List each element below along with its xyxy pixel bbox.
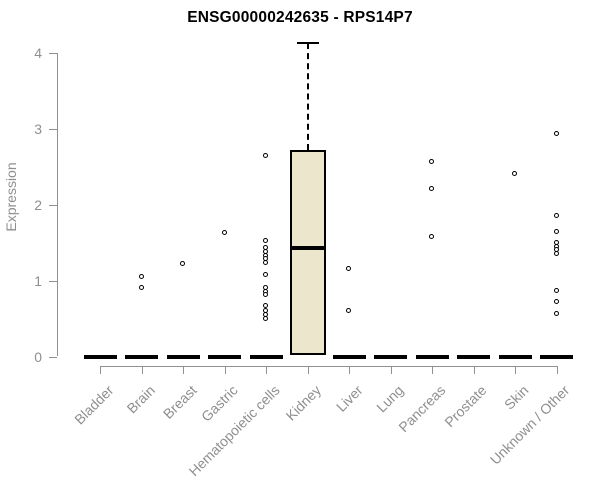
x-tick xyxy=(349,366,350,374)
outlier-point xyxy=(221,229,227,235)
outlier-point xyxy=(512,170,517,176)
outlier-point xyxy=(553,229,559,235)
outlier-point xyxy=(263,152,268,158)
outlier-point xyxy=(553,287,559,293)
whisker-line xyxy=(306,43,309,151)
zero-boxplot-dash xyxy=(249,354,283,359)
x-tick xyxy=(266,366,267,374)
x-tick-label: Liver xyxy=(332,382,366,415)
x-axis-line xyxy=(100,366,558,367)
y-tick-label: 0 xyxy=(34,348,42,365)
x-tick-label: Bladder xyxy=(70,382,117,428)
y-tick xyxy=(49,53,57,55)
zero-boxplot-dash xyxy=(457,354,490,359)
outlier-point xyxy=(180,261,185,267)
y-tick xyxy=(49,204,57,206)
outlier-point xyxy=(263,292,268,298)
x-tick xyxy=(224,366,226,374)
x-tick xyxy=(556,366,558,374)
outlier-point xyxy=(263,284,268,290)
x-tick xyxy=(390,366,392,374)
zero-boxplot-dash xyxy=(125,354,158,359)
x-tick xyxy=(100,366,101,374)
x-tick-label: Prostate xyxy=(441,382,490,431)
outlier-point xyxy=(138,273,144,279)
zero-boxplot-dash xyxy=(498,354,532,359)
x-tick-label: Skin xyxy=(500,382,532,413)
outlier-point xyxy=(346,308,351,314)
zero-boxplot-dash xyxy=(83,354,117,359)
outlier-point xyxy=(553,251,559,257)
zero-boxplot-dash xyxy=(540,354,573,359)
box xyxy=(289,150,326,355)
y-tick xyxy=(49,280,57,282)
x-tick xyxy=(432,366,433,374)
outlier-point xyxy=(429,233,434,239)
zero-boxplot-dash xyxy=(332,354,366,359)
outlier-point xyxy=(553,213,559,219)
x-tick-label: Kidney xyxy=(282,382,324,424)
outlier-point xyxy=(263,271,268,277)
y-tick-label: 2 xyxy=(34,196,42,213)
y-tick-label: 3 xyxy=(34,121,42,138)
y-tick-label: 4 xyxy=(34,45,42,62)
y-tick xyxy=(49,129,57,131)
outlier-point xyxy=(553,130,559,136)
outlier-point xyxy=(138,285,144,291)
zero-boxplot-dash xyxy=(374,354,407,359)
outlier-point xyxy=(263,237,268,243)
y-tick xyxy=(49,356,57,358)
outlier-point xyxy=(429,185,434,191)
outlier-point xyxy=(553,298,559,304)
outlier-point xyxy=(429,158,434,164)
outlier-point xyxy=(263,315,268,321)
outlier-point xyxy=(346,266,351,272)
outlier-point xyxy=(263,302,268,308)
x-tick-label: Lung xyxy=(373,382,407,416)
chart-title: ENSG00000242635 - RPS14P7 xyxy=(187,9,413,26)
zero-boxplot-dash xyxy=(415,354,449,359)
zero-boxplot-dash xyxy=(166,354,200,359)
median-line xyxy=(289,246,326,251)
x-tick xyxy=(183,366,184,374)
x-tick xyxy=(473,366,475,374)
zero-boxplot-dash xyxy=(208,354,241,359)
x-tick-label: Breast xyxy=(159,382,200,422)
y-tick-label: 1 xyxy=(34,272,42,289)
x-tick-label: Brain xyxy=(123,382,158,417)
outlier-point xyxy=(553,311,559,317)
outlier-point xyxy=(263,260,268,266)
x-tick xyxy=(515,366,516,374)
x-tick xyxy=(307,366,309,374)
whisker-cap xyxy=(296,42,319,45)
x-tick xyxy=(141,366,143,374)
y-axis-line xyxy=(57,53,58,357)
